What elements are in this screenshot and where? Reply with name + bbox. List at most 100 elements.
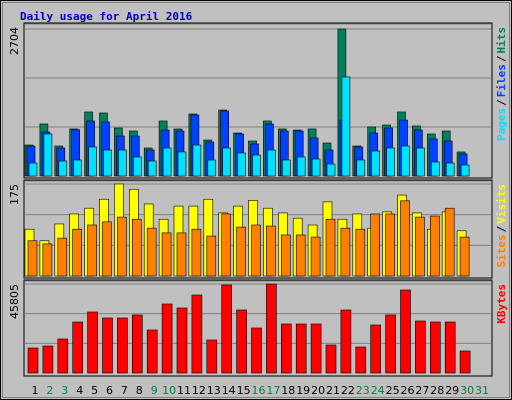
bar — [117, 216, 127, 277]
legend-separator: / — [495, 225, 508, 232]
x-tick-label: 17 — [266, 384, 280, 397]
bar — [325, 344, 337, 374]
bar — [460, 164, 470, 177]
bar — [191, 228, 202, 277]
chart-title: Daily usage for April 2016 — [20, 10, 193, 23]
bar — [310, 323, 322, 374]
bar — [370, 213, 381, 277]
x-tick-label: 6 — [106, 384, 113, 397]
bar — [341, 76, 351, 177]
x-tick-label: 19 — [296, 384, 310, 397]
bar — [371, 150, 381, 177]
bar — [191, 294, 203, 374]
bar — [176, 232, 187, 277]
bar — [102, 221, 112, 277]
legend-entry: Files — [495, 64, 508, 97]
bar — [280, 234, 291, 277]
bar — [281, 159, 291, 177]
x-tick-label: 15 — [237, 384, 251, 397]
bar — [444, 207, 455, 277]
bar — [325, 218, 336, 277]
legend-separator: / — [495, 99, 508, 106]
x-tick-label: 24 — [371, 384, 385, 397]
legend: KBytes — [495, 284, 508, 324]
legend-entry: Pages — [495, 108, 508, 141]
bar — [102, 317, 113, 374]
y-tick-label: 175 — [8, 184, 21, 205]
bar — [236, 309, 247, 374]
bar — [28, 162, 38, 177]
bar — [57, 338, 69, 374]
bar — [266, 283, 277, 374]
bar — [445, 162, 455, 177]
bar — [236, 226, 246, 277]
bar — [237, 152, 246, 177]
bar — [27, 240, 38, 277]
x-tick-label: 11 — [177, 384, 191, 397]
x-tick-label: 18 — [281, 384, 295, 397]
bar — [73, 159, 82, 177]
x-tick-label: 5 — [91, 384, 98, 397]
x-tick-label: 13 — [207, 384, 221, 397]
x-tick-label: 30 — [460, 384, 474, 397]
x-tick-label: 1 — [32, 384, 39, 397]
bar — [207, 159, 217, 177]
bar — [416, 147, 425, 177]
bar — [444, 321, 456, 374]
bar — [103, 149, 112, 177]
y-tick-label: 45805 — [8, 284, 21, 319]
bar — [161, 303, 173, 374]
bar — [206, 235, 217, 277]
bar — [87, 311, 98, 374]
x-tick-label: 22 — [341, 384, 355, 397]
bar — [87, 224, 97, 277]
bar — [415, 216, 425, 277]
bar — [146, 329, 158, 374]
y-tick-label: 2704 — [8, 27, 21, 55]
bar — [459, 350, 471, 374]
bar — [280, 323, 292, 374]
legend-entry: Hits — [495, 27, 508, 54]
bar — [251, 327, 262, 374]
bar — [177, 151, 187, 177]
x-tick-label: 25 — [386, 384, 400, 397]
legend-separator: / — [495, 55, 508, 62]
bar — [267, 149, 276, 177]
bar — [429, 321, 441, 374]
bar — [311, 158, 321, 177]
bar — [356, 159, 366, 177]
bar — [400, 289, 411, 374]
x-tick-label: 4 — [76, 384, 83, 397]
bar — [147, 160, 157, 177]
bar — [58, 160, 68, 177]
bar — [222, 147, 231, 177]
x-tick-label: 26 — [401, 384, 415, 397]
bar — [118, 149, 127, 177]
x-tick-label: 29 — [445, 384, 459, 397]
x-tick-label: 7 — [121, 384, 128, 397]
bar — [326, 163, 336, 177]
bar — [42, 243, 53, 277]
x-tick-label: 21 — [326, 384, 340, 397]
bar — [72, 228, 82, 277]
bar — [251, 224, 261, 277]
legend: Sites /Visits — [495, 184, 508, 268]
bar — [57, 237, 68, 277]
bar — [42, 345, 54, 374]
legend: Pages/Files/Hits — [495, 27, 508, 141]
bar — [296, 156, 306, 177]
x-tick-label: 16 — [252, 384, 266, 397]
bar — [459, 236, 470, 277]
bar — [252, 154, 261, 177]
bar — [132, 314, 143, 374]
legend-entry: Visits — [495, 184, 508, 224]
bar — [117, 317, 128, 374]
x-tick-label: 10 — [162, 384, 176, 397]
bar — [370, 324, 382, 374]
bar — [133, 156, 142, 177]
bar — [385, 314, 396, 374]
bar — [355, 346, 367, 374]
bar — [415, 320, 426, 374]
